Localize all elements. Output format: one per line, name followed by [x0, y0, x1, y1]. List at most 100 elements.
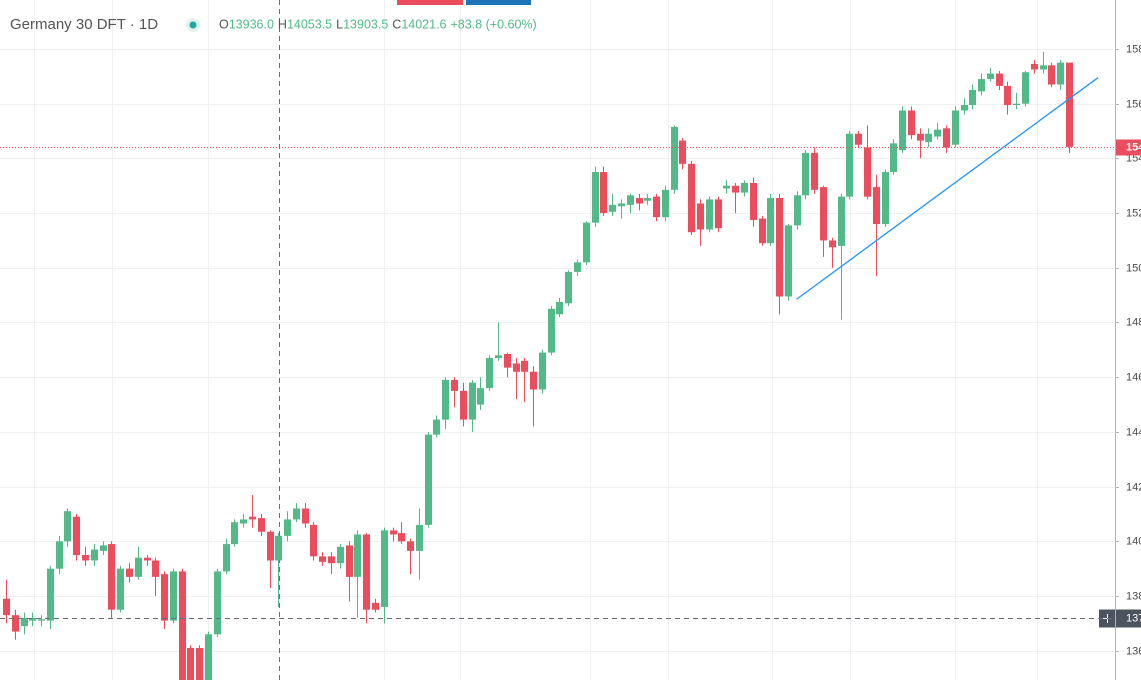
candle-body	[47, 568, 54, 621]
candle-body	[759, 218, 766, 244]
candle-body	[460, 390, 467, 420]
candle-body	[82, 554, 89, 561]
candle-body	[618, 203, 625, 207]
candle-body	[750, 182, 757, 220]
candle-body	[12, 615, 19, 632]
candle-body	[64, 511, 71, 542]
candle-body	[214, 571, 221, 635]
y-tick-label: 14000	[1126, 535, 1141, 547]
candle-body	[644, 198, 651, 201]
candle-body	[390, 530, 397, 535]
candle-body	[372, 602, 379, 610]
y-tick-label: 13800	[1126, 590, 1141, 602]
y-tick-label: 15000	[1126, 262, 1141, 274]
candle-body	[961, 105, 968, 111]
candle-body	[1048, 65, 1055, 85]
crosshair-box	[1116, 609, 1141, 628]
candle-body	[846, 133, 853, 197]
candle-body	[952, 110, 959, 145]
candle-body	[785, 225, 792, 297]
plot-area	[0, 51, 1115, 680]
candle-body	[548, 308, 555, 353]
candle-body	[170, 571, 177, 621]
tab[interactable]	[466, 0, 531, 5]
candle-body	[925, 133, 932, 142]
candle-body	[161, 574, 168, 621]
candle-body	[433, 419, 440, 435]
candle-body	[425, 434, 432, 525]
candle-body	[688, 163, 695, 233]
candle-body	[679, 140, 686, 164]
y-tick-label: 14600	[1126, 371, 1141, 383]
candle-body	[600, 172, 607, 214]
candle-body	[258, 518, 265, 532]
legend-value: 13903.5	[343, 17, 388, 31]
last-price-label: 15442	[1126, 141, 1141, 153]
candle-body	[21, 617, 28, 627]
candle-body	[627, 195, 634, 205]
candle-body	[890, 143, 897, 173]
candle-body	[917, 133, 924, 141]
trendline	[796, 77, 1099, 300]
status-dot	[189, 21, 197, 29]
candle-body	[126, 568, 133, 577]
crosshair-label: 13720	[1126, 612, 1141, 624]
candle-body	[1040, 65, 1047, 70]
candle-body	[187, 647, 194, 680]
candle-body	[723, 185, 730, 189]
candle-body	[223, 544, 230, 572]
candle-body	[662, 189, 669, 218]
legend-value: 13936.0	[229, 17, 274, 31]
candle-body	[135, 557, 142, 577]
candle-body	[275, 535, 282, 561]
candle-body	[732, 185, 739, 193]
candle-body	[240, 519, 247, 524]
candle-body	[117, 568, 124, 610]
candle-body	[706, 199, 713, 230]
candle-body	[811, 152, 818, 190]
y-tick-label: 15200	[1126, 207, 1141, 219]
candle-body	[108, 544, 115, 610]
candle-body	[513, 363, 520, 372]
candle-body	[469, 382, 476, 420]
candle-body	[144, 557, 151, 561]
candle-body	[416, 524, 423, 551]
candle-body	[486, 358, 493, 389]
candle-body	[556, 301, 563, 315]
candle-body	[715, 199, 722, 229]
candle-body	[1031, 64, 1038, 70]
y-tick-label: 15600	[1126, 98, 1141, 110]
candle-body	[767, 198, 774, 244]
candle-body	[873, 187, 880, 225]
y-tick-label: 14400	[1126, 426, 1141, 438]
candle-body	[319, 556, 326, 562]
legend-key: H	[278, 17, 287, 31]
candle-body	[609, 204, 616, 212]
candle-body	[495, 355, 502, 359]
candle-body	[310, 524, 317, 557]
candle-body	[346, 545, 353, 577]
legend-key: C	[392, 17, 401, 31]
candle-body	[451, 379, 458, 391]
candle-body	[855, 133, 862, 145]
symbol-title: Germany 30 DFT · 1D	[10, 16, 158, 33]
candle-body	[328, 556, 335, 564]
candle-body	[583, 222, 590, 263]
candle-body	[539, 352, 546, 390]
candle-body	[381, 530, 388, 607]
candle-body	[671, 126, 678, 190]
candle-body	[592, 172, 599, 223]
candle-body	[56, 541, 63, 569]
candle-body	[337, 546, 344, 564]
candle-body	[407, 541, 414, 551]
candle-body	[1022, 72, 1029, 104]
candle-body	[398, 533, 405, 542]
tab[interactable]	[397, 0, 463, 5]
candle-body	[882, 172, 889, 225]
y-tick-label: 14200	[1126, 481, 1141, 493]
candle-body	[284, 519, 291, 536]
legend-value: 14021.6	[401, 17, 446, 31]
legend-key: L	[336, 17, 343, 31]
candle-body	[530, 371, 537, 390]
